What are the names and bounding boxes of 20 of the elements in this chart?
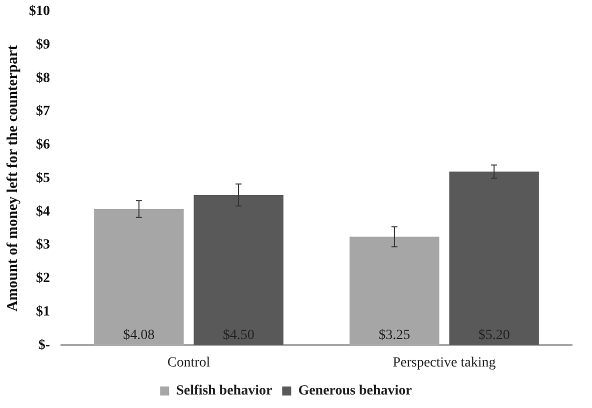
y-tick-label: $3 <box>36 238 50 253</box>
legend-label: Generous behavior <box>298 384 412 399</box>
y-tick-label: $10 <box>29 4 50 20</box>
data-label: $4.50 <box>222 328 254 343</box>
legend-label: Selfish behavior <box>176 384 272 399</box>
y-tick-label: $6 <box>36 138 50 153</box>
data-label: $5.20 <box>478 328 510 343</box>
y-tick-label: $5 <box>36 170 50 186</box>
y-tick-label: $4 <box>36 204 50 220</box>
x-tick-label: Perspective taking <box>392 355 496 370</box>
data-label: $3.25 <box>378 328 410 343</box>
y-tick-label: $1 <box>36 304 50 320</box>
data-label: $4.08 <box>123 328 155 343</box>
x-tick-label: Control <box>167 355 210 370</box>
y-tick-label: $- <box>38 338 50 353</box>
y-tick-label: $7 <box>36 104 50 120</box>
y-axis-title: Amount of money left for the counterpart <box>4 45 21 312</box>
y-tick-label: $2 <box>36 271 50 286</box>
y-tick-label: $8 <box>36 70 50 86</box>
y-tick-label: $9 <box>36 37 50 52</box>
